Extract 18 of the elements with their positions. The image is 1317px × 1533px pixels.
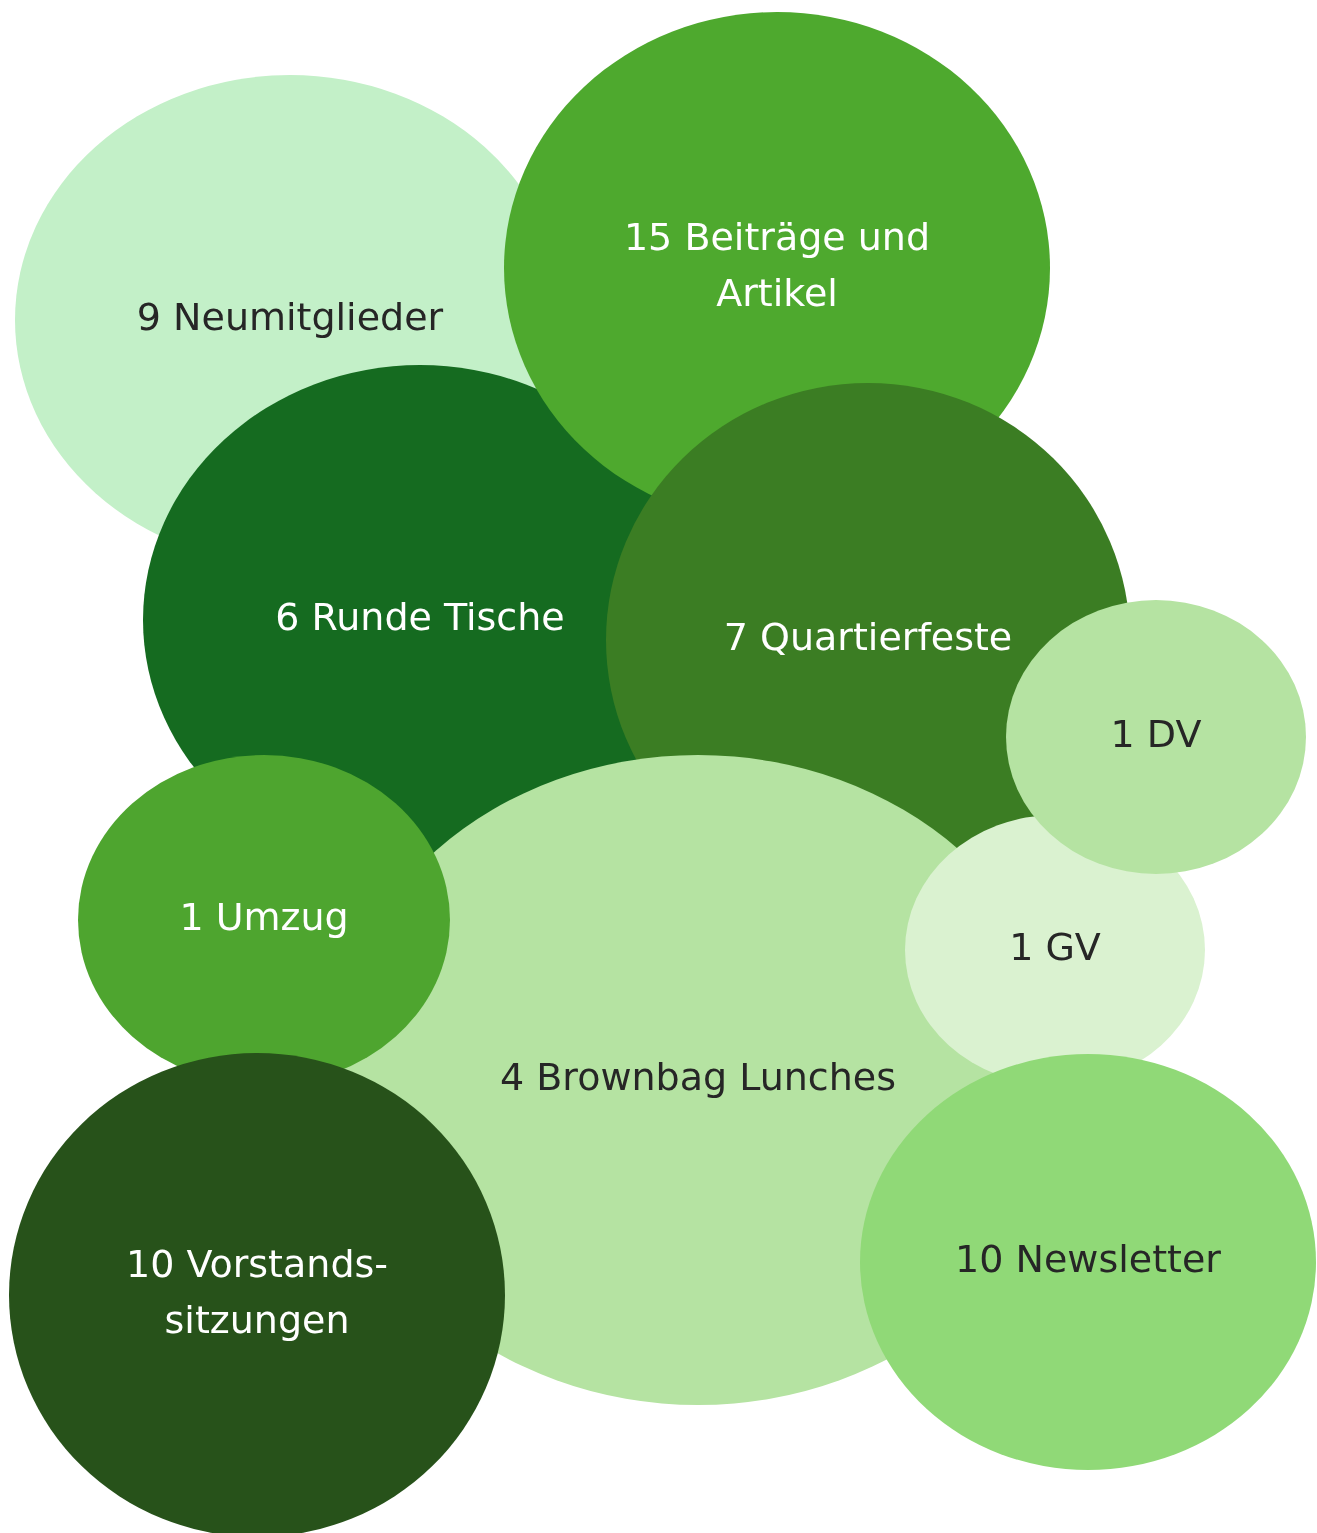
data-label: 1 [179,894,204,939]
category-label: Brownbag Lunches [536,1054,896,1099]
category-label: DV [1146,711,1202,756]
category-label: Neumitglieder [173,294,444,339]
category-label: Runde Tische [311,594,565,639]
data-label: 10 [955,1236,1004,1281]
data-label: 7 [723,614,748,659]
category-label: Quartierfeste [760,614,1013,659]
category-label: Beiträge und Artikel [684,214,931,315]
data-label: 9 [136,294,162,339]
data-label: 1 [1110,711,1135,756]
category-label: Umzug [215,894,349,939]
data-label: 4 [500,1054,525,1099]
data-label: 1 [1009,924,1034,969]
data-label: 6 [275,594,300,639]
category-label: GV [1045,924,1101,969]
data-label: 15 [623,214,673,259]
category-label: Newsletter [1015,1236,1222,1281]
